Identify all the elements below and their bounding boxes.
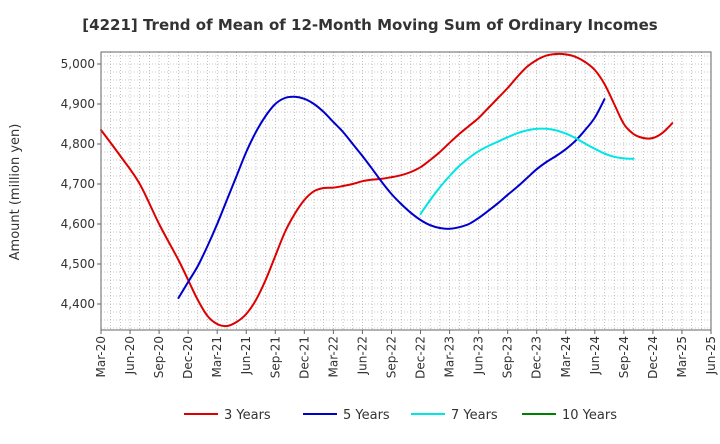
- plot-area: [101, 52, 711, 330]
- y-tick-label: 4,500: [61, 257, 95, 271]
- legend-label-3-years: 3 Years: [224, 408, 271, 423]
- x-tick-label: Mar-25: [675, 336, 689, 377]
- series-line-7-years: [419, 127, 635, 215]
- legend: 3 Years 5 Years 7 Years 10 Years: [184, 408, 617, 423]
- x-axis-ticks: Mar-20 Jun-20 Sep-20 Dec-20 Mar-21 Jun-21 Sep-…: [94, 330, 718, 379]
- x-tick-label: Sep-22: [384, 336, 398, 378]
- x-tick-label: Dec-21: [297, 336, 311, 379]
- y-tick-label: 4,800: [61, 137, 95, 151]
- x-tick-label: Sep-21: [268, 336, 282, 378]
- series-group: [100, 52, 674, 328]
- series-line-5-years: [177, 95, 606, 299]
- x-tick-label: Jun-20: [123, 336, 137, 375]
- x-tick-label: Mar-20: [94, 336, 108, 377]
- y-tick-label: 4,600: [61, 217, 95, 231]
- plot-frame: [100, 51, 712, 331]
- series-line-3-years: [100, 52, 674, 328]
- x-tick-label: Jun-23: [472, 336, 486, 375]
- x-tick-label: Sep-24: [617, 336, 631, 378]
- y-tick-label: 5,000: [61, 57, 95, 71]
- x-tick-label: Dec-20: [181, 336, 195, 379]
- x-tick-label: Jun-22: [355, 336, 369, 375]
- x-tick-label: Sep-23: [501, 336, 515, 378]
- y-tick-label: 4,400: [61, 297, 95, 311]
- x-tick-label: Dec-24: [646, 336, 660, 379]
- legend-label-7-years: 7 Years: [451, 408, 498, 423]
- x-tick-label: Dec-22: [414, 336, 428, 379]
- x-tick-label: Jun-24: [588, 336, 602, 375]
- chart-title: [4221] Trend of Mean of 12-Month Moving …: [82, 16, 657, 34]
- x-tick-label: Sep-20: [152, 336, 166, 378]
- y-axis-label: Amount (million yen): [8, 124, 23, 261]
- x-tick-label: Mar-24: [559, 336, 573, 377]
- x-tick-label: Dec-23: [530, 336, 544, 379]
- x-tick-label: Mar-22: [326, 336, 340, 377]
- legend-label-10-years: 10 Years: [562, 408, 617, 423]
- y-tick-label: 4,700: [61, 177, 95, 191]
- legend-label-5-years: 5 Years: [343, 408, 390, 423]
- x-tick-label: Mar-23: [443, 336, 457, 377]
- x-tick-label: Jun-25: [704, 336, 718, 375]
- grid: [100, 52, 712, 330]
- y-axis-ticks: 4,400 4,500 4,600 4,700 4,800 4,900 5,000: [61, 57, 101, 311]
- x-tick-label: Mar-21: [210, 336, 224, 377]
- x-tick-label: Jun-21: [239, 336, 253, 375]
- y-tick-label: 4,900: [61, 97, 95, 111]
